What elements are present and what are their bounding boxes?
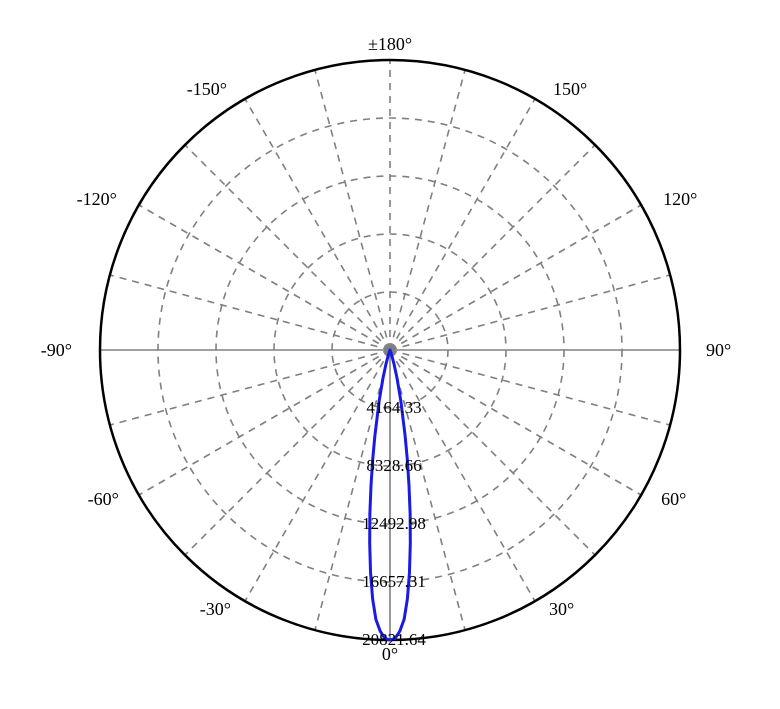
radial-label: 4164.33 <box>366 398 421 417</box>
polar-chart: 0°30°60°90°120°150°±180°-150°-120°-90°-6… <box>0 0 780 709</box>
angle-label: -90° <box>41 340 72 360</box>
angle-label: 120° <box>663 189 697 209</box>
radial-label: 16657.31 <box>362 572 426 591</box>
angle-label: 90° <box>706 340 731 360</box>
angle-label: 30° <box>549 599 574 619</box>
angle-label: 60° <box>661 489 686 509</box>
radial-label: 20821.64 <box>362 630 426 649</box>
angle-label: -60° <box>88 489 119 509</box>
angle-label: -30° <box>200 599 231 619</box>
angle-label: -120° <box>77 189 117 209</box>
angle-label: 150° <box>553 79 587 99</box>
angle-label: ±180° <box>368 34 412 54</box>
radial-label: 12492.98 <box>362 514 426 533</box>
radial-label: 8328.66 <box>366 456 421 475</box>
angle-label: -150° <box>187 79 227 99</box>
